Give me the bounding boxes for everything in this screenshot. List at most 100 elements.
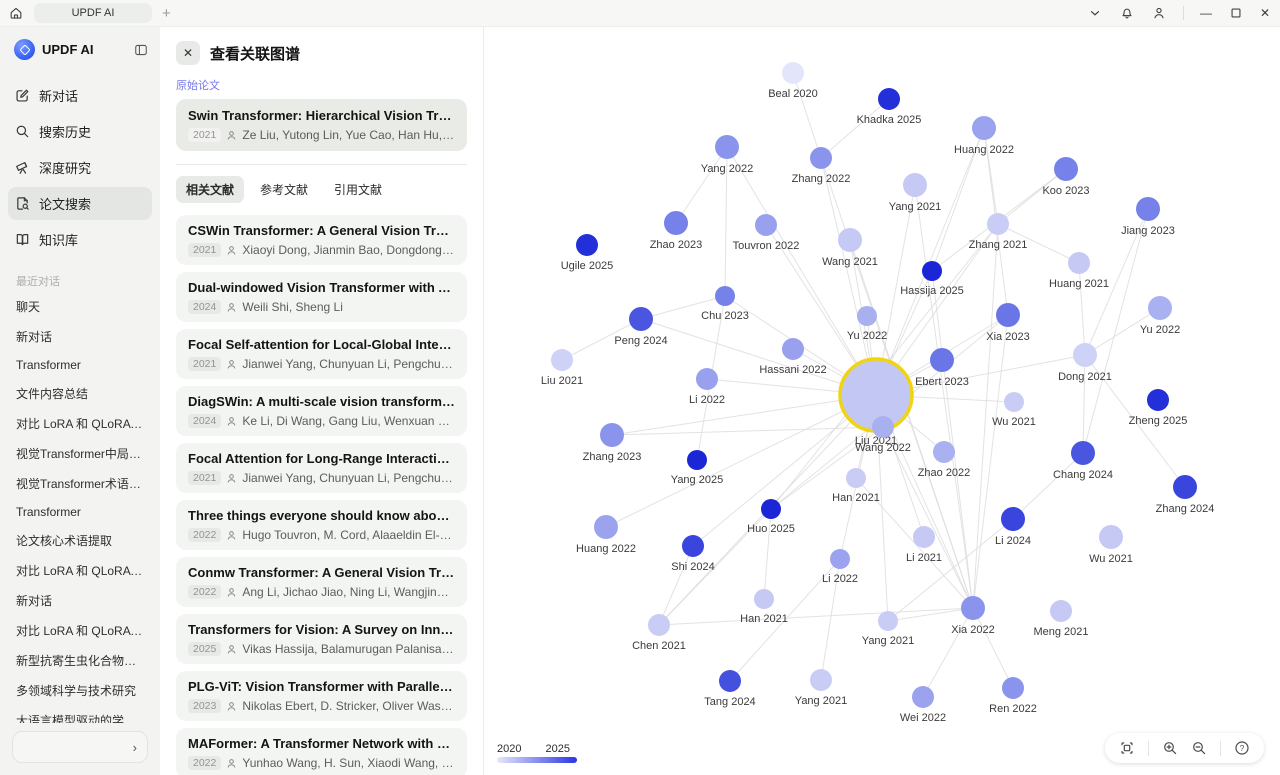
origin-paper-card[interactable]: Swin Transformer: Hierarchical Vision Tr… <box>176 99 467 151</box>
recent-chat-item[interactable]: 论文核心术语提取 <box>16 533 113 548</box>
new-tab-icon[interactable]: + <box>162 4 171 22</box>
graph-node[interactable] <box>715 135 739 159</box>
graph-node[interactable] <box>1004 392 1024 412</box>
graph-node[interactable] <box>594 515 618 539</box>
recent-chat-item[interactable]: Transformer <box>16 357 81 372</box>
graph-node[interactable] <box>696 368 718 390</box>
sidebar-footer-card[interactable]: › <box>12 731 148 763</box>
paper-card[interactable]: Focal Attention for Long-Range Interacti… <box>176 443 467 493</box>
graph-node[interactable] <box>912 686 934 708</box>
graph-node[interactable] <box>600 423 624 447</box>
graph-node[interactable] <box>629 307 653 331</box>
graph-node[interactable] <box>782 62 804 84</box>
sidebar-item-knowledge-base[interactable]: 知识库 <box>8 223 152 256</box>
recent-chat-item[interactable]: 对比 LoRA 和 QLoRA 在微调 Ll... <box>16 563 160 578</box>
graph-canvas[interactable]: Beal 2020 Khadka 2025 Huang 2022 Yang 2022 Z… <box>484 27 1280 775</box>
recent-chat-item[interactable]: 新对话 <box>16 593 53 608</box>
maximize-icon[interactable] <box>1228 5 1244 21</box>
paper-card[interactable]: Focal Self-attention for Local-Global In… <box>176 329 467 379</box>
recent-chat-item[interactable]: 多领域科学与技术研究 <box>16 683 137 698</box>
graph-node[interactable] <box>761 499 781 519</box>
paper-card[interactable]: Three things everyone should know about … <box>176 500 467 550</box>
recent-chat-item[interactable]: 新对话 <box>16 329 53 344</box>
sidebar-item-deep-research[interactable]: 深度研究 <box>8 151 152 184</box>
tab-引用文献[interactable]: 引用文献 <box>334 183 383 197</box>
sidebar-item-new-chat[interactable]: 新对话 <box>8 79 152 112</box>
close-icon[interactable]: ✕ <box>1259 6 1270 20</box>
graph-node[interactable] <box>1136 197 1160 221</box>
home-icon[interactable] <box>8 5 24 21</box>
graph-node[interactable] <box>838 228 862 252</box>
graph-node[interactable] <box>1071 441 1095 465</box>
help-icon[interactable]: ? <box>1234 740 1250 756</box>
recent-chat-item[interactable]: 大语言模型驱动的学术综述生成 <box>16 713 160 724</box>
recent-chat-item[interactable]: Transformer <box>16 504 81 519</box>
paper-card[interactable]: MAFormer: A Transformer Network with Mul… <box>176 728 467 775</box>
sidebar-item-paper-search[interactable]: 论文搜索 <box>8 187 152 220</box>
graph-node[interactable] <box>913 526 935 548</box>
graph-node[interactable] <box>648 614 670 636</box>
recent-chat-item[interactable]: 视觉Transformer术语横向对比... <box>16 476 160 491</box>
paper-list[interactable]: CSWin Transformer: A General Vision Tran… <box>176 215 467 775</box>
graph-node[interactable] <box>810 147 832 169</box>
paper-card[interactable]: Conmw Transformer: A General Vision Tran… <box>176 557 467 607</box>
graph-node[interactable] <box>715 286 735 306</box>
graph-node[interactable] <box>682 535 704 557</box>
recent-chat-item[interactable]: 新型抗寄生虫化合物虚拟筛选 <box>16 653 160 668</box>
graph-node[interactable] <box>576 234 598 256</box>
zoom-out-icon[interactable] <box>1191 740 1207 756</box>
recent-chats-list[interactable]: 聊天新对话 Transformer 文件内容总结对比 LoRA 和 QLoRA 在微… <box>0 291 160 724</box>
graph-node[interactable] <box>878 611 898 631</box>
paper-card[interactable]: DiagSWin: A multi-scale vision transform… <box>176 386 467 436</box>
graph-node[interactable] <box>857 306 877 326</box>
graph-node[interactable] <box>961 596 985 620</box>
graph-node[interactable] <box>1173 475 1197 499</box>
chevron-down-icon[interactable] <box>1087 5 1103 21</box>
tab-相关文献[interactable]: 相关文献 <box>176 176 245 203</box>
graph-node[interactable] <box>1099 525 1123 549</box>
browser-tab[interactable]: UPDF AI <box>34 3 152 23</box>
graph-node[interactable] <box>782 338 804 360</box>
graph-node[interactable] <box>996 303 1020 327</box>
recent-chat-item[interactable]: 视觉Transformer中局部与全局... <box>16 446 160 461</box>
paper-card[interactable]: PLG-ViT: Vision Transformer with Paralle… <box>176 671 467 721</box>
graph-node[interactable] <box>1147 389 1169 411</box>
paper-card[interactable]: Transformers for Vision: A Survey on Inn… <box>176 614 467 664</box>
graph-node[interactable] <box>719 670 741 692</box>
paper-card[interactable]: CSWin Transformer: A General Vision Tran… <box>176 215 467 265</box>
fit-view-icon[interactable] <box>1119 740 1135 756</box>
graph-node[interactable] <box>1001 507 1025 531</box>
graph-node[interactable] <box>1073 343 1097 367</box>
close-panel-button[interactable]: ✕ <box>176 41 200 65</box>
graph-node[interactable] <box>810 669 832 691</box>
graph-node[interactable] <box>903 173 927 197</box>
graph-node[interactable] <box>1050 600 1072 622</box>
recent-chat-item[interactable]: 对比 LoRA 和 QLoRA 在微调 Ll... <box>16 416 160 431</box>
bell-icon[interactable] <box>1119 5 1135 21</box>
graph-node[interactable] <box>1054 157 1078 181</box>
graph-node[interactable] <box>933 441 955 463</box>
recent-chat-item[interactable]: 文件内容总结 <box>16 386 89 401</box>
graph-node[interactable] <box>972 116 996 140</box>
graph-node[interactable] <box>878 88 900 110</box>
graph-node[interactable] <box>687 450 707 470</box>
graph-node[interactable] <box>846 468 866 488</box>
graph-node[interactable] <box>754 589 774 609</box>
minimize-icon[interactable]: — <box>1199 6 1212 20</box>
panel-collapse-icon[interactable] <box>134 43 148 57</box>
recent-chat-item[interactable]: 对比 LoRA 和 QLoRA 在微调 Ll... <box>16 623 160 638</box>
recent-chat-item[interactable]: 聊天 <box>16 299 41 314</box>
graph-node[interactable] <box>987 213 1009 235</box>
graph-node[interactable] <box>551 349 573 371</box>
paper-card[interactable]: Dual-windowed Vision Transformer with An… <box>176 272 467 322</box>
zoom-in-icon[interactable] <box>1162 740 1178 756</box>
graph-node[interactable] <box>664 211 688 235</box>
graph-node[interactable] <box>872 416 894 438</box>
graph-node[interactable] <box>1148 296 1172 320</box>
graph-node[interactable] <box>830 549 850 569</box>
graph-node[interactable] <box>1002 677 1024 699</box>
graph-node[interactable] <box>755 214 777 236</box>
sidebar-item-search-history[interactable]: 搜索历史 <box>8 115 152 148</box>
graph-node[interactable] <box>922 261 942 281</box>
graph-node[interactable] <box>930 348 954 372</box>
